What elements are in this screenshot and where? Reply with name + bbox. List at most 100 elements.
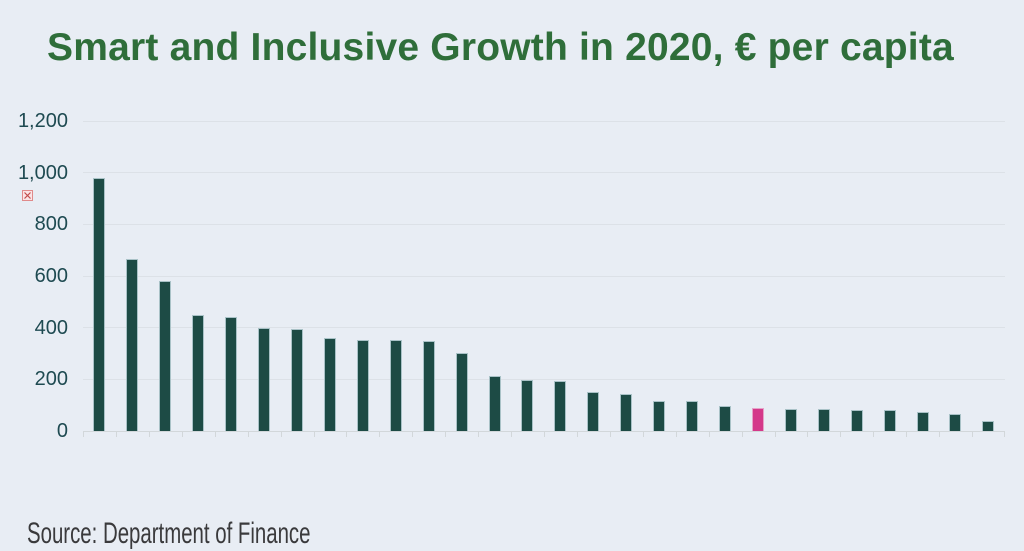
y-tick-label: 400 (34, 316, 68, 339)
bar-slot (709, 121, 742, 431)
x-tick (577, 431, 578, 437)
bar-slot (511, 121, 544, 431)
bar-slot (116, 121, 149, 431)
x-tick (511, 431, 512, 437)
bar-slot (281, 121, 314, 431)
x-tick (445, 431, 446, 437)
x-tick (478, 431, 479, 437)
bar (653, 401, 666, 431)
bar (225, 317, 238, 431)
bar-slot (149, 121, 182, 431)
bar (126, 259, 139, 431)
bar-slot (215, 121, 248, 431)
bar-slot (939, 121, 972, 431)
x-tick (281, 431, 282, 437)
bar-slot (379, 121, 412, 431)
x-tick (149, 431, 150, 437)
x-tick (709, 431, 710, 437)
y-tick-label: 0 (56, 420, 68, 442)
bar-slot (610, 121, 643, 431)
bar-slot (643, 121, 676, 431)
bar-slot (412, 121, 445, 431)
bar (159, 281, 172, 431)
bar (686, 401, 699, 431)
bar (93, 178, 106, 431)
gridline (83, 327, 1005, 329)
gridline (83, 378, 1005, 380)
x-tick (346, 431, 347, 437)
bar (389, 340, 402, 431)
x-tick (1004, 431, 1005, 437)
y-tick-label: 600 (34, 265, 68, 287)
x-tick (873, 431, 874, 437)
x-tick (972, 431, 973, 437)
bar (916, 412, 929, 431)
bar-slot (248, 121, 281, 431)
gridline (83, 120, 1005, 122)
bar (850, 410, 863, 431)
bar-slot (774, 121, 807, 431)
bar (422, 341, 435, 431)
bar-series (83, 121, 1005, 431)
y-tick-label: 800 (34, 213, 68, 236)
bar (192, 315, 205, 431)
gridline (83, 172, 1005, 174)
bar (718, 406, 731, 431)
x-tick (83, 431, 84, 437)
bar (784, 409, 797, 431)
x-tick (412, 431, 413, 437)
x-tick (610, 431, 611, 437)
chart-title: Smart and Inclusive Growth in 2020, € pe… (47, 26, 954, 69)
y-tick-label: 1,200 (17, 110, 68, 132)
bar (982, 421, 995, 431)
bar (587, 392, 600, 431)
bar (258, 328, 271, 431)
bar (521, 380, 534, 431)
bar-slot (478, 121, 511, 431)
source-label: Source: Department of Finance (27, 517, 311, 550)
bar-slot (182, 121, 215, 431)
x-tick (116, 431, 117, 437)
x-tick (379, 431, 380, 437)
bar-slot (741, 121, 774, 431)
bar-slot (544, 121, 577, 431)
bar-slot (577, 121, 610, 431)
bar (949, 414, 962, 431)
bar-slot (873, 121, 906, 431)
bar (356, 340, 369, 431)
x-tick (742, 431, 743, 437)
gridline (83, 275, 1005, 277)
plot-area: 0 200 400 600 800 1,000 1,200 (18, 111, 1005, 441)
bar-slot (346, 121, 379, 431)
gridline (83, 223, 1005, 225)
bar (817, 409, 830, 431)
bar (488, 376, 501, 431)
bar-slot (313, 121, 346, 431)
bar-highlighted (751, 408, 764, 431)
broken-image-icon (22, 190, 33, 201)
x-tick (314, 431, 315, 437)
x-tick (643, 431, 644, 437)
x-tick (544, 431, 545, 437)
bar (323, 338, 336, 431)
bar (883, 410, 896, 431)
y-tick-label: 1,000 (17, 161, 68, 184)
x-axis-ticks (83, 431, 1005, 437)
bar (554, 381, 567, 431)
bar-slot (83, 121, 116, 431)
x-tick (676, 431, 677, 437)
bar-slot (445, 121, 478, 431)
bar-slot (972, 121, 1005, 431)
x-tick (182, 431, 183, 437)
x-tick (939, 431, 940, 437)
bar-slot (840, 121, 873, 431)
x-tick (840, 431, 841, 437)
bar-slot (807, 121, 840, 431)
x-tick (906, 431, 907, 437)
x-tick (775, 431, 776, 437)
broken-image-x-glyph (24, 192, 31, 199)
x-tick (807, 431, 808, 437)
bar-slot (676, 121, 709, 431)
y-tick-label: 200 (34, 368, 68, 391)
bar (455, 353, 468, 431)
